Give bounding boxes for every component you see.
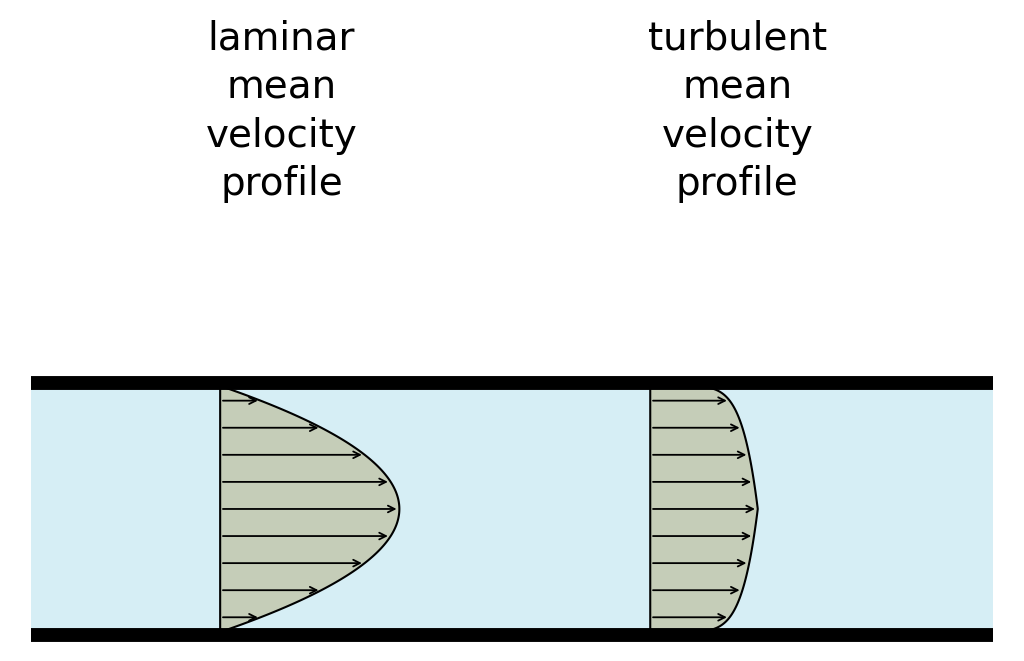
Polygon shape [650,386,758,632]
Bar [31,383,993,635]
Text: laminar
mean
velocity
profile: laminar mean velocity profile [206,20,357,204]
Polygon shape [220,386,399,632]
Text: turbulent
mean
velocity
profile: turbulent mean velocity profile [648,20,826,204]
